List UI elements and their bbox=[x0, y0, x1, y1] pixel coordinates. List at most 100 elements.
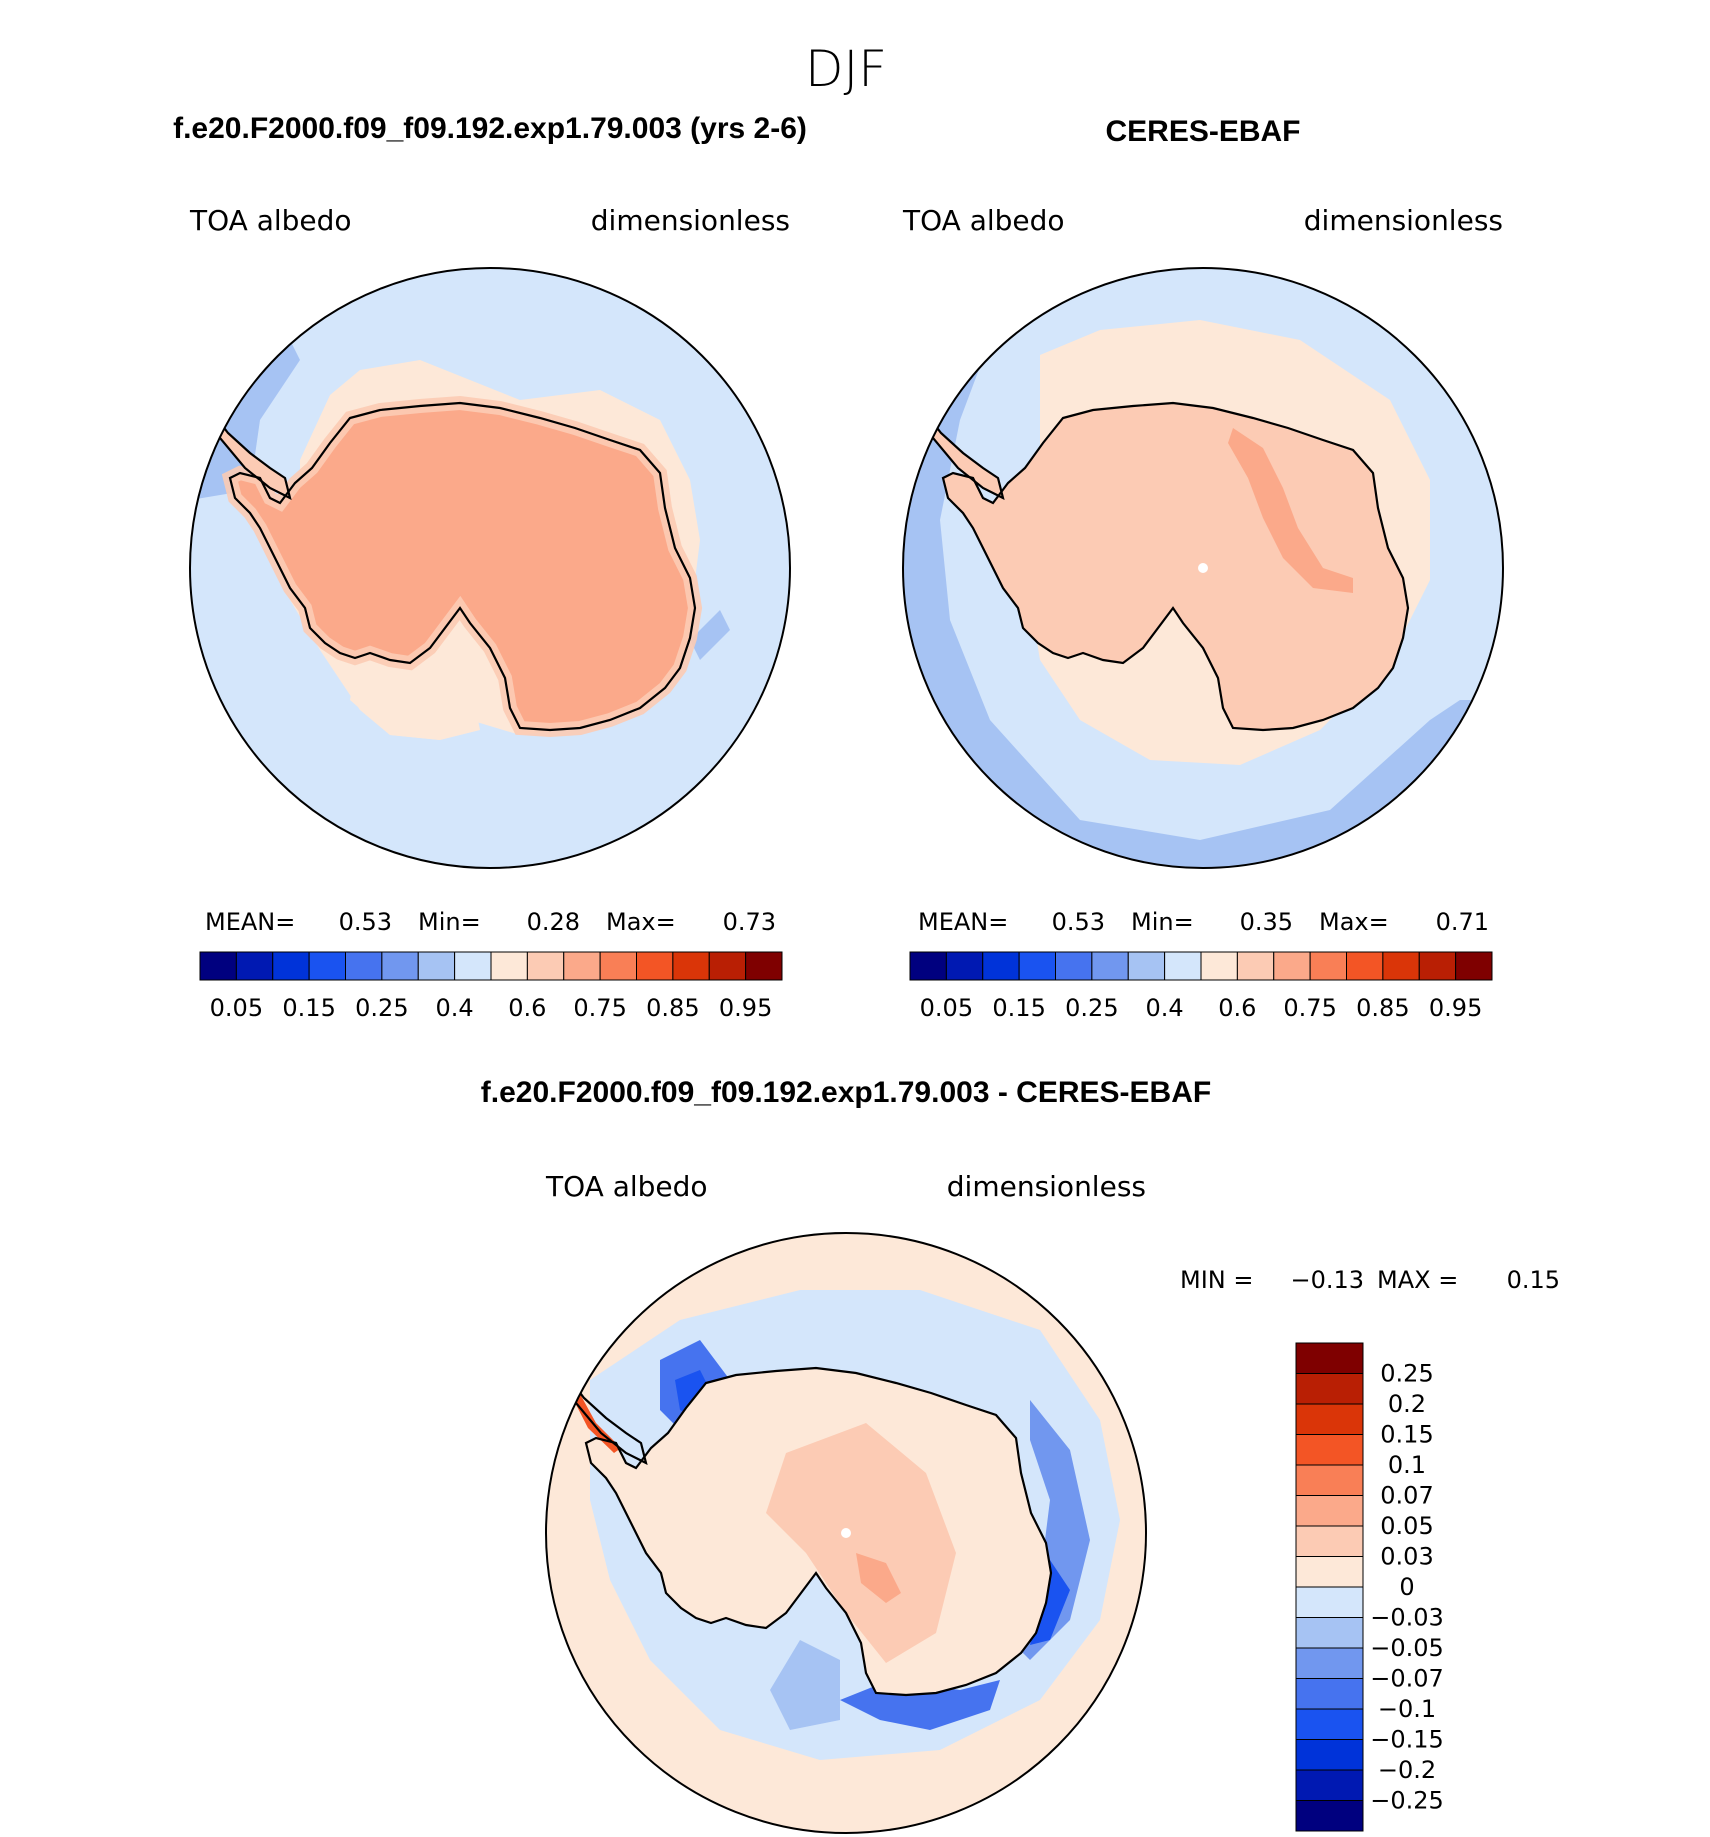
colorbar-swatch bbox=[490, 951, 528, 981]
polar-map-difference bbox=[546, 1233, 1146, 1833]
panel-obs-title: CERES-EBAF bbox=[1105, 115, 1300, 148]
colorbar-tick-label: −0.1 bbox=[1378, 1695, 1436, 1723]
colorbar-swatch bbox=[745, 951, 783, 981]
colorbar-tick-label: −0.25 bbox=[1370, 1787, 1444, 1815]
colorbar-swatch bbox=[1295, 1769, 1364, 1801]
colorbar-swatch bbox=[909, 951, 947, 981]
stat-min-value: 0.35 bbox=[1240, 908, 1293, 936]
panel-model-title: f.e20.F2000.f09_f09.192.exp1.79.003 (yrs… bbox=[173, 112, 807, 145]
stat-min-label: MIN = bbox=[1180, 1266, 1253, 1294]
colorbar-tick-label: 0.95 bbox=[1429, 994, 1482, 1022]
colorbar-tick-label: 0.95 bbox=[719, 994, 772, 1022]
colorbar-swatch bbox=[1295, 1464, 1364, 1496]
colorbar-swatch bbox=[563, 951, 601, 981]
colorbar-swatch bbox=[1295, 1617, 1364, 1649]
map-border-obs bbox=[902, 267, 1504, 869]
stats-model: MEAN= 0.53 Min= 0.28 Max= 0.73 bbox=[205, 908, 776, 936]
colorbar-swatch bbox=[708, 951, 747, 981]
colorbar-swatch bbox=[672, 951, 710, 981]
colorbar-swatch bbox=[1295, 1342, 1364, 1374]
colorbar-swatch bbox=[1091, 951, 1129, 981]
colorbar-tick-label: −0.07 bbox=[1370, 1665, 1444, 1693]
polar-map-model bbox=[190, 268, 790, 868]
colorbar-tick-label: 0.15 bbox=[1380, 1421, 1433, 1449]
panel-difference: f.e20.F2000.f09_f09.192.exp1.79.003 - CE… bbox=[481, 1076, 1560, 1834]
colorbar-tick-label: 0.2 bbox=[1388, 1390, 1426, 1418]
colorbar-tick-label: 0.25 bbox=[1380, 1360, 1433, 1388]
colorbar-swatch bbox=[1295, 1647, 1364, 1679]
panel-model-units: dimensionless bbox=[591, 204, 790, 237]
stat-max-value: 0.73 bbox=[723, 908, 776, 936]
colorbar-swatch bbox=[1295, 1739, 1364, 1771]
stat-mean-label: MEAN= bbox=[205, 908, 295, 936]
colorbar-swatch bbox=[345, 951, 383, 981]
colorbar-swatch bbox=[1127, 951, 1166, 981]
stat-max-value: 0.15 bbox=[1507, 1266, 1560, 1294]
stats-difference: MIN = −0.13 MAX = 0.15 bbox=[1180, 1266, 1560, 1294]
diff-title: f.e20.F2000.f09_f09.192.exp1.79.003 - CE… bbox=[481, 1076, 1211, 1109]
figure-title: DJF bbox=[805, 40, 887, 98]
colorbar-tick-label: 0.15 bbox=[992, 994, 1045, 1022]
colorbar-swatch bbox=[1055, 951, 1093, 981]
colorbar-tick-label: 0.1 bbox=[1388, 1451, 1426, 1479]
colorbar-tick-label: 0.4 bbox=[1146, 994, 1184, 1022]
colorbar-swatch bbox=[1455, 951, 1493, 981]
colorbar-swatch bbox=[1295, 1708, 1364, 1740]
stat-min-label: Min= bbox=[418, 908, 481, 936]
polar-map-obs bbox=[903, 268, 1503, 868]
colorbar-swatch bbox=[636, 951, 674, 981]
colorbar-swatch bbox=[1295, 1586, 1364, 1618]
colorbar-tick-label: 0.07 bbox=[1380, 1482, 1433, 1510]
panel-model-variable: TOA albedo bbox=[189, 204, 352, 237]
panel-obs-units: dimensionless bbox=[1304, 204, 1503, 237]
map-border-difference bbox=[545, 1232, 1147, 1834]
colorbar-swatch bbox=[1273, 951, 1311, 981]
panel-model: f.e20.F2000.f09_f09.192.exp1.79.003 (yrs… bbox=[173, 112, 807, 1022]
map-border-model bbox=[189, 267, 791, 869]
colorbar-tick-label: 0.75 bbox=[1283, 994, 1336, 1022]
colorbar-swatch bbox=[417, 951, 456, 981]
stats-obs: MEAN= 0.53 Min= 0.35 Max= 0.71 bbox=[918, 908, 1489, 936]
colorbar-swatch bbox=[1346, 951, 1384, 981]
colorbar-swatch bbox=[1418, 951, 1457, 981]
colorbar-swatch bbox=[1309, 951, 1347, 981]
colorbar-tick-label: 0.4 bbox=[436, 994, 474, 1022]
stat-min-label: Min= bbox=[1131, 908, 1194, 936]
colorbar-tick-label: −0.03 bbox=[1370, 1604, 1444, 1632]
colorbar-swatch bbox=[1018, 951, 1056, 981]
colorbar-obs: 0.05 0.15 0.25 0.4 0.6 0.75 0.85 0.95 bbox=[909, 951, 1493, 1022]
stat-min-value: −0.13 bbox=[1290, 1266, 1364, 1294]
colorbar-swatch bbox=[982, 951, 1020, 981]
colorbar-tick-label: 0 bbox=[1399, 1573, 1414, 1601]
panel-obs-variable: TOA albedo bbox=[902, 204, 1065, 237]
stat-max-label: MAX = bbox=[1377, 1266, 1458, 1294]
stat-min-value: 0.28 bbox=[527, 908, 580, 936]
colorbar-difference: 0.250.2 0.150.1 0.070.05 0.030 −0.03−0.05 −0.… bbox=[1295, 1342, 1444, 1832]
colorbar-swatch bbox=[1295, 1525, 1364, 1557]
colorbar-swatch bbox=[1295, 1800, 1364, 1832]
colorbar-swatch bbox=[1200, 951, 1238, 981]
colorbar-tick-label: 0.6 bbox=[1218, 994, 1256, 1022]
colorbar-swatch bbox=[1295, 1556, 1364, 1588]
colorbar-tick-label: 0.85 bbox=[1356, 994, 1409, 1022]
colorbar-swatch bbox=[1295, 1373, 1364, 1405]
colorbar-tick-label: 0.25 bbox=[355, 994, 408, 1022]
colorbar-swatch bbox=[272, 951, 310, 981]
colorbar-swatch bbox=[199, 951, 237, 981]
diff-units: dimensionless bbox=[947, 1170, 1146, 1203]
stat-mean-value: 0.53 bbox=[339, 908, 392, 936]
colorbar-tick-label: 0.05 bbox=[1380, 1512, 1433, 1540]
panel-obs: CERES-EBAF TOA albedo dimensionless MEAN… bbox=[902, 115, 1504, 1022]
stat-max-label: Max= bbox=[606, 908, 676, 936]
colorbar-swatch bbox=[308, 951, 346, 981]
colorbar-swatch bbox=[1236, 951, 1275, 981]
colorbar-swatch bbox=[454, 951, 492, 981]
colorbar-swatch bbox=[1295, 1678, 1364, 1710]
colorbar-swatch bbox=[381, 951, 419, 981]
colorbar-swatch bbox=[1295, 1434, 1364, 1466]
stat-mean-value: 0.53 bbox=[1052, 908, 1105, 936]
colorbar-swatch bbox=[1382, 951, 1420, 981]
stat-max-value: 0.71 bbox=[1436, 908, 1489, 936]
colorbar-swatch bbox=[235, 951, 274, 981]
